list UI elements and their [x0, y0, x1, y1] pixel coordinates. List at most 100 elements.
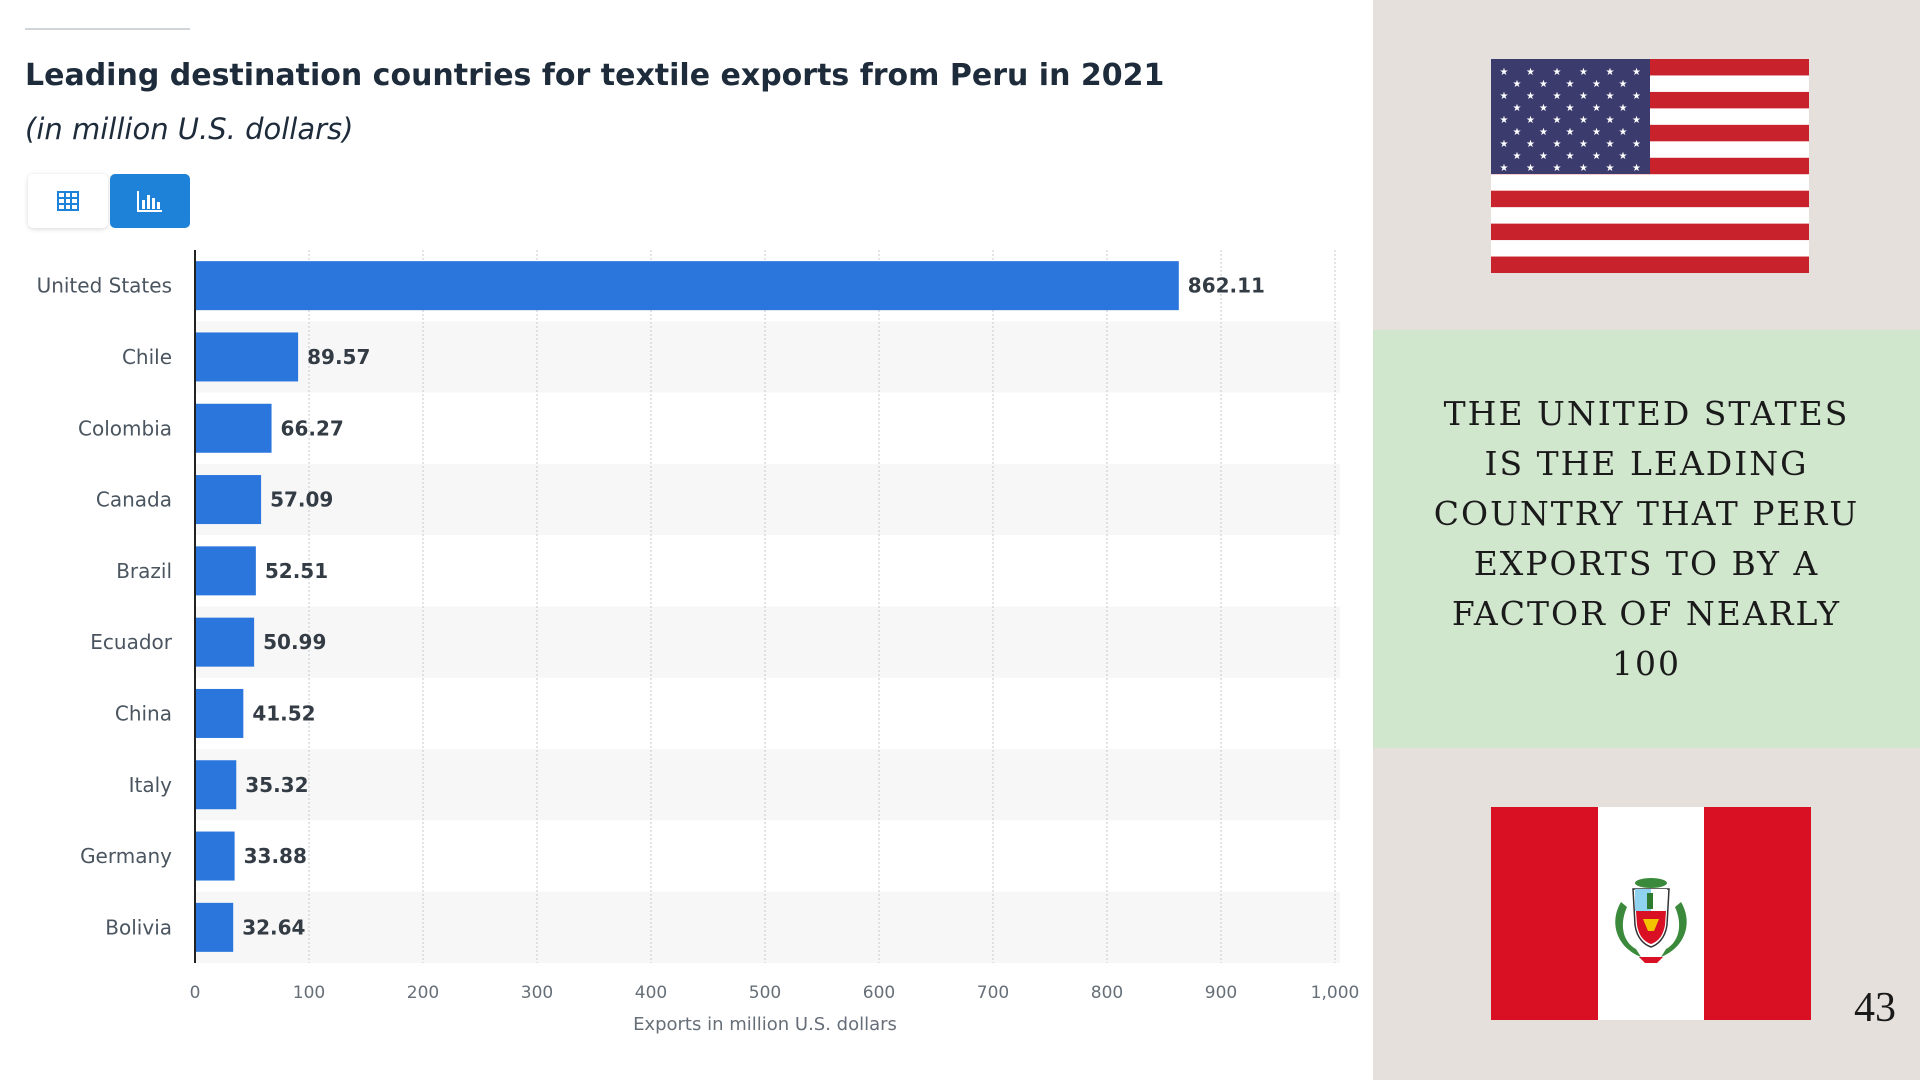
- side-panel: ★ ★ ★ ★ ★ ★ ★ ★ ★ ★ ★ ★ ★ ★ ★ ★ ★ ★ ★ ★ ★ ★ ★ ★ ★ ★ ★ ★ ★ ★ ★ ★ ★ ★ ★ ★ ★ ★ ★ ★…: [1373, 0, 1920, 1080]
- svg-text:★: ★: [1526, 91, 1535, 102]
- table-icon: [57, 191, 79, 211]
- svg-text:★: ★: [1632, 91, 1641, 102]
- bar: [196, 546, 256, 596]
- value-label: 52.51: [265, 559, 328, 583]
- x-tick-label: 300: [521, 983, 553, 1003]
- category-label: Colombia: [78, 416, 172, 440]
- category-label: Bolivia: [105, 915, 172, 939]
- svg-text:★: ★: [1632, 139, 1641, 150]
- value-label: 41.52: [252, 701, 315, 725]
- svg-text:★: ★: [1606, 163, 1615, 174]
- svg-text:★: ★: [1566, 127, 1575, 138]
- svg-text:★: ★: [1592, 127, 1601, 138]
- svg-text:★: ★: [1513, 103, 1522, 114]
- row-band: [195, 463, 1340, 536]
- svg-text:★: ★: [1619, 79, 1628, 90]
- svg-text:★: ★: [1500, 91, 1509, 102]
- svg-text:★: ★: [1500, 67, 1509, 78]
- svg-text:★: ★: [1539, 103, 1548, 114]
- svg-text:★: ★: [1632, 163, 1641, 174]
- page-number: 43: [1854, 985, 1896, 1031]
- svg-text:★: ★: [1579, 91, 1588, 102]
- category-label: Brazil: [116, 559, 172, 583]
- value-label: 66.27: [281, 416, 344, 440]
- svg-text:★: ★: [1513, 127, 1522, 138]
- bar: [196, 475, 262, 525]
- category-label: Chile: [122, 345, 172, 369]
- svg-text:★: ★: [1553, 163, 1562, 174]
- value-label: 35.32: [245, 773, 308, 797]
- chart-title: Leading destination countries for textil…: [25, 58, 1165, 93]
- svg-text:★: ★: [1500, 115, 1509, 126]
- svg-text:★: ★: [1553, 67, 1562, 78]
- row-band: [195, 321, 1340, 393]
- table-view-button[interactable]: [28, 174, 108, 228]
- bar-chart-icon: [137, 191, 162, 212]
- svg-text:★: ★: [1566, 151, 1575, 162]
- svg-text:★: ★: [1553, 139, 1562, 150]
- svg-text:★: ★: [1566, 103, 1575, 114]
- bar: [196, 760, 237, 810]
- bar: [196, 831, 235, 881]
- svg-text:★: ★: [1619, 127, 1628, 138]
- svg-text:★: ★: [1526, 67, 1535, 78]
- x-tick-label: 400: [635, 983, 667, 1003]
- us-flag-icon: ★ ★ ★ ★ ★ ★ ★ ★ ★ ★ ★ ★ ★ ★ ★ ★ ★ ★ ★ ★ ★ ★ ★ ★ ★ ★ ★ ★ ★ ★ ★ ★ ★ ★ ★ ★ ★ ★ ★ ★…: [1491, 59, 1809, 273]
- svg-text:★: ★: [1579, 139, 1588, 150]
- svg-text:★: ★: [1553, 91, 1562, 102]
- svg-text:★: ★: [1539, 151, 1548, 162]
- bar: [196, 261, 1179, 311]
- bar-chart: United States 862.11 Chile 89.57 Colombia 66.…: [37, 250, 1359, 1035]
- svg-text:★: ★: [1513, 151, 1522, 162]
- svg-text:★: ★: [1592, 79, 1601, 90]
- x-tick-label: 100: [293, 983, 325, 1003]
- bar: [196, 688, 244, 738]
- coat-of-arms-icon: [1615, 878, 1687, 963]
- category-label: Italy: [129, 773, 173, 797]
- row-band: [195, 749, 1340, 821]
- chart-view-button[interactable]: [110, 174, 190, 228]
- x-axis-title: Exports in million U.S. dollars: [633, 1014, 897, 1035]
- svg-text:★: ★: [1579, 163, 1588, 174]
- svg-text:★: ★: [1513, 79, 1522, 90]
- category-label: China: [115, 701, 172, 725]
- svg-text:★: ★: [1632, 67, 1641, 78]
- category-label: Canada: [96, 488, 172, 512]
- value-label: 50.99: [263, 630, 326, 654]
- svg-text:★: ★: [1632, 115, 1641, 126]
- category-label: United States: [37, 274, 172, 298]
- svg-text:★: ★: [1500, 139, 1509, 150]
- svg-text:★: ★: [1619, 151, 1628, 162]
- caption-box: THE UNITED STATES IS THE LEADING COUNTRY…: [1373, 330, 1920, 748]
- x-tick-label: 200: [407, 983, 439, 1003]
- svg-text:★: ★: [1566, 79, 1575, 90]
- category-label: Ecuador: [90, 630, 172, 654]
- value-label: 32.64: [242, 915, 305, 939]
- svg-text:★: ★: [1500, 163, 1509, 174]
- chart-subtitle: (in million U.S. dollars): [25, 112, 354, 146]
- svg-text:★: ★: [1606, 91, 1615, 102]
- x-tick-label: 500: [749, 983, 781, 1003]
- x-tick-label: 0: [190, 983, 201, 1003]
- x-tick-label: 600: [863, 983, 895, 1003]
- caption-text: THE UNITED STATES IS THE LEADING COUNTRY…: [1433, 394, 1860, 683]
- x-tick-label: 900: [1205, 983, 1237, 1003]
- svg-text:★: ★: [1553, 115, 1562, 126]
- value-label: 33.88: [244, 844, 307, 868]
- svg-text:★: ★: [1606, 115, 1615, 126]
- svg-text:★: ★: [1579, 115, 1588, 126]
- bar: [196, 902, 234, 952]
- svg-text:★: ★: [1606, 67, 1615, 78]
- svg-text:★: ★: [1526, 115, 1535, 126]
- svg-text:★: ★: [1592, 151, 1601, 162]
- svg-text:★: ★: [1539, 79, 1548, 90]
- category-label: Germany: [80, 844, 172, 868]
- svg-text:★: ★: [1526, 139, 1535, 150]
- svg-text:★: ★: [1592, 103, 1601, 114]
- top-divider: [25, 28, 190, 30]
- bar: [196, 403, 272, 453]
- bar: [196, 617, 255, 667]
- value-label: 57.09: [270, 488, 333, 512]
- chart-panel: Leading destination countries for textil…: [25, 28, 1360, 1035]
- svg-text:★: ★: [1539, 127, 1548, 138]
